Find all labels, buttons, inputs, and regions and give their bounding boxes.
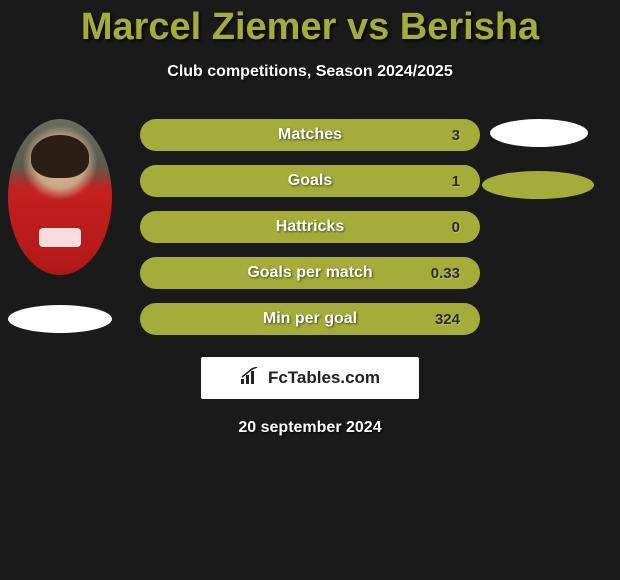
stat-row-goals: Goals 1 [140, 165, 480, 197]
stat-label: Min per goal [140, 310, 480, 328]
infographic-container: Marcel Ziemer vs Berisha Club competitio… [0, 0, 620, 437]
stat-row-gpm: Goals per match 0.33 [140, 257, 480, 289]
avatar-jersey-logo [39, 228, 81, 247]
stats-column: Matches 3 Goals 1 Hattricks 0 Goals per … [140, 119, 480, 349]
stat-row-mpg: Min per goal 324 [140, 303, 480, 335]
stat-row-hattricks: Hattricks 0 [140, 211, 480, 243]
stat-row-matches: Matches 3 [140, 119, 480, 151]
main-area: Matches 3 Goals 1 Hattricks 0 Goals per … [0, 119, 620, 339]
stat-value: 1 [452, 173, 460, 190]
stat-value: 324 [435, 311, 460, 328]
stat-value: 0 [452, 219, 460, 236]
player-left-oval [8, 305, 112, 333]
player-right-oval-2 [482, 171, 594, 199]
brand-box: FcTables.com [201, 357, 419, 399]
brand-text: FcTables.com [268, 368, 380, 388]
stat-label: Matches [140, 126, 480, 144]
date-line: 20 september 2024 [0, 419, 620, 437]
player-left-avatar [8, 119, 112, 275]
page-title: Marcel Ziemer vs Berisha [0, 6, 620, 49]
avatar-hair [31, 135, 89, 179]
stat-value: 0.33 [431, 265, 460, 282]
subtitle: Club competitions, Season 2024/2025 [0, 63, 620, 81]
stat-value: 3 [452, 127, 460, 144]
stat-label: Hattricks [140, 218, 480, 236]
chart-icon [240, 367, 262, 390]
player-right [490, 119, 598, 199]
player-right-oval-1 [490, 119, 588, 147]
stat-label: Goals per match [140, 264, 480, 282]
stat-label: Goals [140, 172, 480, 190]
player-left [8, 119, 112, 333]
